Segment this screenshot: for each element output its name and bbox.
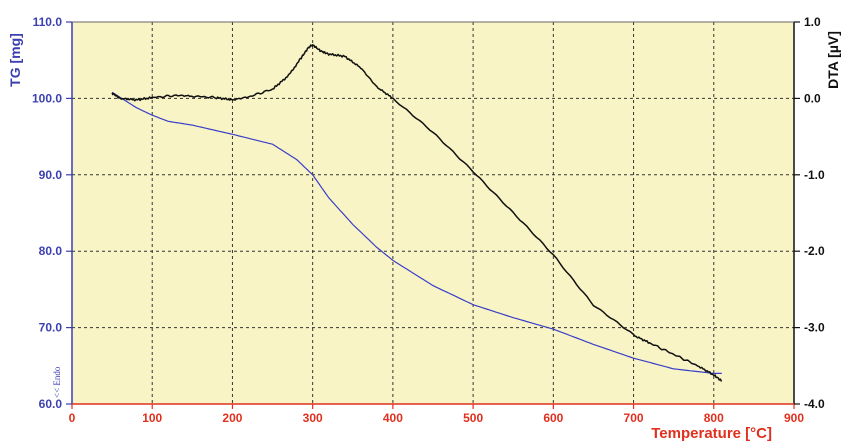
endo-annotation: << Endo bbox=[52, 366, 62, 398]
x-tick-label: 700 bbox=[624, 411, 644, 425]
grid bbox=[72, 22, 794, 404]
y-left-tick-label: 70.0 bbox=[39, 321, 63, 335]
plot-area bbox=[72, 22, 794, 404]
y-right-tick-label: 0.0 bbox=[804, 91, 821, 105]
x-tick-label: 100 bbox=[142, 411, 162, 425]
x-tick-label: 900 bbox=[784, 411, 804, 425]
y-left-tick-label: 100.0 bbox=[32, 91, 62, 105]
y-right-tick-label: 1.0 bbox=[804, 15, 821, 29]
y-right-tick-label: -2.0 bbox=[804, 244, 825, 258]
axes bbox=[71, 21, 795, 405]
x-tick-label: 400 bbox=[383, 411, 403, 425]
y-left-tick-label: 60.0 bbox=[39, 397, 63, 411]
ticks: 0 100 200 300 400 500 600 700 800 900 60.0 70.0 80.0… bbox=[32, 15, 825, 425]
x-tick-label: 200 bbox=[222, 411, 242, 425]
series-group bbox=[111, 44, 723, 382]
y-axis-label-right: DTA [µV] bbox=[825, 31, 841, 89]
y-right-tick-label: -3.0 bbox=[804, 321, 825, 335]
x-tick-label: 800 bbox=[704, 411, 724, 425]
y-left-tick-label: 90.0 bbox=[39, 168, 63, 182]
y-left-tick-label: 110.0 bbox=[33, 15, 63, 29]
x-axis-label: Temperature [°C] bbox=[651, 425, 772, 442]
x-tick-label: 600 bbox=[543, 411, 563, 425]
y-right-tick-label: -1.0 bbox=[804, 168, 825, 182]
x-tick-label: 300 bbox=[303, 411, 323, 425]
y-right-tick-label: -4.0 bbox=[804, 397, 825, 411]
y-left-tick-label: 80.0 bbox=[39, 244, 63, 258]
y-axis-label-left: TG [mg] bbox=[7, 33, 23, 87]
x-tick-label: 0 bbox=[69, 411, 76, 425]
x-tick-label: 500 bbox=[463, 411, 483, 425]
series-line-dta bbox=[111, 44, 723, 382]
series-line-tg bbox=[111, 91, 722, 374]
